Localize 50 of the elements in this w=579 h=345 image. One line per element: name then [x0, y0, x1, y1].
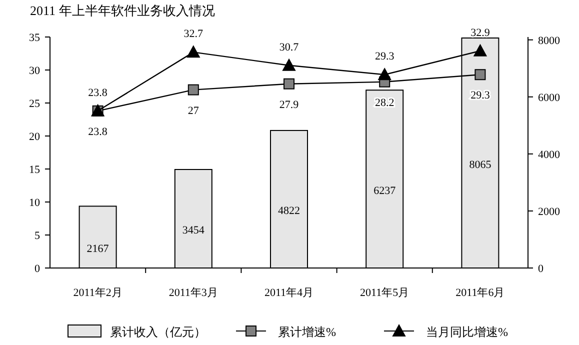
y-tick-label: 25	[29, 98, 40, 110]
point	[474, 69, 486, 80]
y-tick-label: 30	[29, 65, 40, 77]
data-label: 29.3	[374, 50, 395, 63]
data-label: 27.9	[279, 98, 300, 111]
y-tick-label: 5	[34, 230, 40, 242]
point	[284, 78, 294, 90]
legend-label: 累计增速%	[278, 325, 336, 339]
data-label: 28.2	[374, 96, 394, 109]
y2-tick-label: 8000	[538, 34, 560, 47]
x-tick-label: 2011年6月	[456, 287, 505, 299]
data-label: 30.7	[279, 41, 300, 54]
data-label: 23.8	[88, 86, 108, 99]
point	[378, 68, 392, 80]
data-label: 29.3	[470, 90, 490, 102]
x-tick-label: 2011年2月	[73, 287, 122, 299]
point	[186, 46, 200, 58]
y-tick-label: 15	[29, 164, 40, 176]
y2-tick-label: 6000	[538, 92, 560, 104]
data-label: 32.9	[470, 26, 490, 39]
data-label: 27	[188, 104, 200, 117]
point	[282, 58, 296, 71]
y-tick-label: 20	[29, 131, 40, 143]
y-tick-label: 0	[34, 263, 40, 275]
bar	[366, 90, 404, 268]
bar	[461, 38, 500, 268]
bar	[78, 206, 117, 268]
y-tick-label: 10	[29, 197, 40, 209]
x-tick-label: 2011年5月	[360, 287, 410, 299]
y-tick-label: 35	[29, 32, 40, 44]
legend-label: 当月同比增速%	[426, 325, 508, 339]
legend-label: 累计收入（亿元）	[110, 325, 206, 339]
data-label: 23.8	[88, 126, 108, 138]
bar	[174, 168, 212, 268]
data-label: 4822	[278, 205, 300, 218]
x-tick-label: 2011年3月	[168, 287, 218, 299]
point	[474, 44, 487, 56]
data-label: 8065	[469, 159, 492, 171]
data-label: 32.7	[184, 28, 204, 40]
y2-tick-label: 0	[538, 263, 544, 275]
bar	[270, 130, 308, 268]
data-label: 3454	[182, 224, 205, 237]
point	[188, 84, 199, 96]
data-label: 6237	[374, 185, 396, 198]
data-label: 2167	[86, 243, 110, 256]
chart-title: 2011 年上半年软件业务收入情况	[30, 3, 215, 18]
y2-tick-label: 4000	[538, 148, 560, 161]
x-tick-label: 2011年4月	[264, 287, 314, 299]
chart: 0 5 10 15 20 25 30 35 0 2000 4000 6000 8000 2011年2月 2011年3月 2011年4月 2011年5月 2011年6月 2167 3454 4822 6237 8065 32.7 32.9 30.7 29.3 23.8 29.3 27 27.9 28.2 23.8	[29, 26, 560, 299]
y2-tick-label: 2000	[538, 206, 560, 218]
